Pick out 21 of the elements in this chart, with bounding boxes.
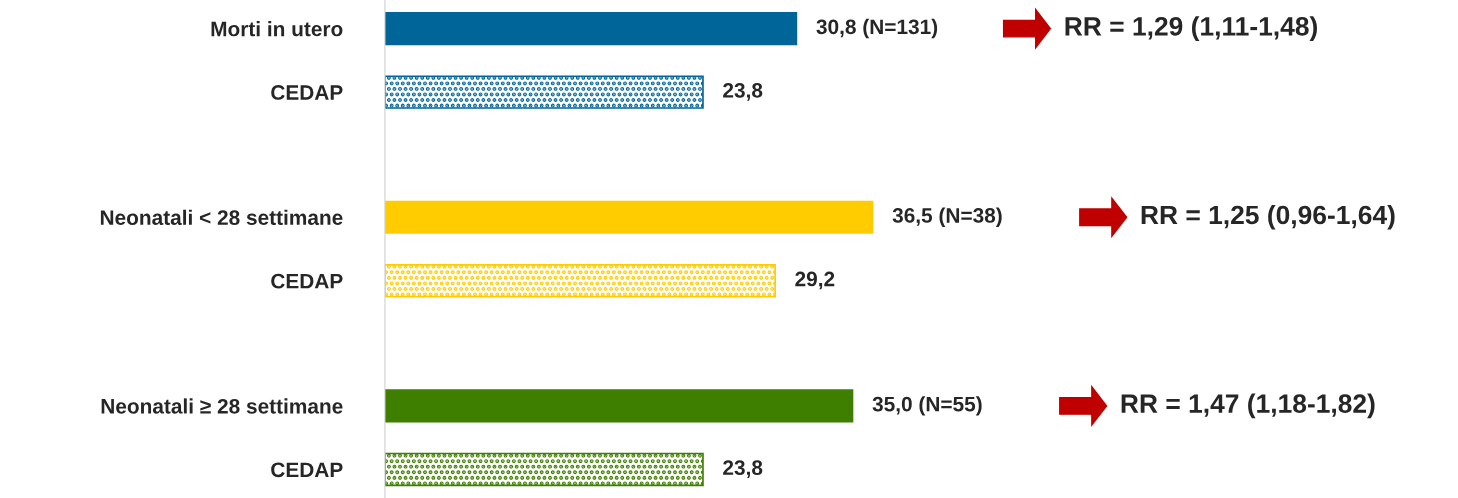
text: RR = 1,47 (1,18-1,82) [1121,393,1375,419]
y-tick-label: CEDAP [271,273,343,289]
bar [384,12,798,46]
text: RR = 1,29 (1,11-1,48) [1065,16,1317,41]
bar [384,452,704,487]
y-tick-label: CEDAP [271,85,343,100]
data-label: 35,0 (N=55) [872,396,982,416]
text: RR = 1,25 (0,96-1,64) [1141,204,1395,230]
data-label: 23,8 [723,82,763,101]
y-tick-label: CEDAP [271,462,343,478]
bar [384,389,854,423]
data-label: 23,8 [723,460,763,479]
bar [384,75,704,109]
data-label: 30,8 (N=131) [816,18,938,39]
y-tick-label: Morti in utero [211,21,343,37]
data-label: 29,2 [795,271,835,290]
bar [384,264,776,298]
data-label: 36,5 (N=38) [892,207,1002,227]
y-tick-label: Neonatali < 28 settimane [100,209,343,225]
bar [384,200,874,234]
y-tick-label: Neonatali ≥ 28 settimane [101,398,343,414]
